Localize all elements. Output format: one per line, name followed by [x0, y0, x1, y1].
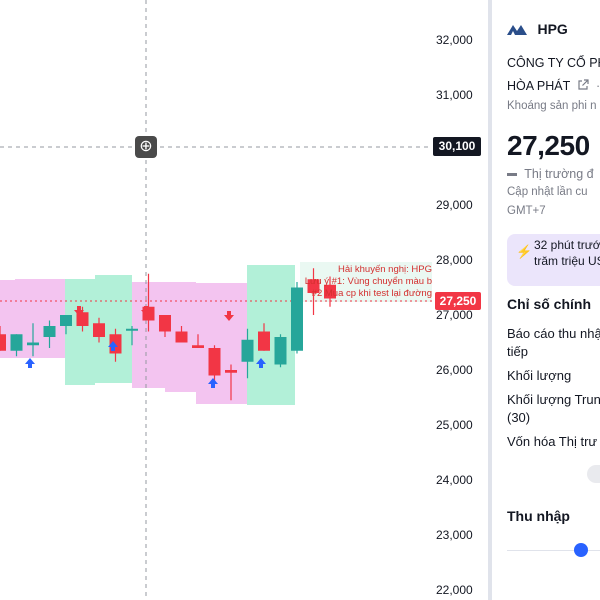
candle-body	[27, 342, 39, 346]
earnings-title: Thu nhập	[507, 508, 570, 524]
more-stats-toggle[interactable]	[587, 465, 600, 483]
price-axis-label: 23,000	[436, 528, 473, 542]
price-axis-label: 24,000	[436, 473, 473, 487]
candle-body	[93, 323, 105, 337]
stat-market-cap: Vốn hóa Thị trư	[507, 434, 598, 449]
candle-body	[126, 328, 138, 331]
market-status-row: Thị trường đ	[507, 167, 594, 181]
candle-body	[225, 370, 237, 373]
candle-body	[258, 331, 270, 351]
earnings-dot[interactable]	[574, 543, 588, 557]
current-price: 27,250	[507, 130, 590, 161]
sell-arrow-icon	[141, 306, 151, 316]
add-plus-button[interactable]: ⊕	[135, 136, 157, 158]
dot-separator-icon: ·	[595, 79, 600, 93]
stat-earnings-report-cont: tiếp	[507, 344, 528, 359]
candle-body	[175, 331, 188, 343]
lightning-icon: ⚡	[516, 244, 533, 259]
market-closed-icon	[507, 173, 517, 177]
crosshair-price-tag: 30,100	[433, 137, 481, 156]
buy-arrow-icon	[208, 378, 218, 388]
signal-zone	[65, 279, 95, 385]
buy-arrow-icon	[25, 358, 35, 368]
candlestick-chart[interactable]	[0, 0, 488, 600]
company-name-line1: CÔNG TY CỔ PH	[507, 56, 600, 70]
symbol-info-panel: HPG CÔNG TY CỔ PH HÒA PHÁT · Khoáng sản …	[492, 0, 600, 600]
symbol-row[interactable]: HPG	[507, 20, 568, 38]
market-status: Thị trường đ	[524, 167, 594, 181]
sell-arrow-icon	[74, 306, 84, 316]
sector-label: Khoáng sản phi n	[507, 100, 597, 112]
price-axis-label: 32,000	[436, 33, 473, 47]
signal-zone	[196, 283, 247, 404]
annotation-line: #2 Mua cp khi test lại đường	[311, 288, 432, 299]
candle-body	[307, 279, 320, 293]
last-price-tag: 27,250	[435, 292, 481, 310]
chart-area[interactable]: 32,000 31,000 29,000 28,000 27,000 26,00…	[0, 0, 488, 600]
buy-arrow-icon	[256, 358, 266, 368]
stat-avg-volume: Khối lượng Trun	[507, 392, 600, 407]
candle-body	[274, 337, 287, 365]
candle-body	[291, 287, 303, 351]
timezone-label: GMT+7	[507, 205, 546, 217]
symbol-name: HPG	[537, 20, 568, 37]
notice-line1: 32 phút trướ	[534, 238, 600, 252]
price-axis-label: 27,000	[436, 308, 473, 322]
external-link-icon[interactable]	[577, 79, 590, 91]
stat-avg-volume-cont: (30)	[507, 410, 531, 425]
news-notice[interactable]	[507, 234, 600, 286]
candle-body	[60, 315, 72, 326]
candle-body	[241, 339, 254, 362]
candle-body	[43, 326, 56, 337]
stat-volume: Khối lượng	[507, 368, 572, 383]
signal-zone	[15, 279, 65, 358]
stat-earnings-report: Báo cáo thu nhậ	[507, 326, 600, 341]
company-name-row[interactable]: HÒA PHÁT ·	[507, 79, 600, 93]
price-axis-label: 29,000	[436, 198, 473, 212]
company-name-line2: HÒA PHÁT	[507, 79, 570, 93]
candle-body	[0, 334, 6, 351]
candle-body	[192, 345, 204, 348]
sell-arrow-icon	[224, 311, 234, 321]
annotation-line: Lưu ý #1: Vùng chuyển màu b	[304, 276, 432, 287]
key-stats-title: Chỉ số chính	[507, 296, 591, 312]
price-axis-label: 31,000	[436, 88, 473, 102]
price-axis-label: 25,000	[436, 418, 473, 432]
candle-body	[76, 312, 89, 326]
annotation-line: Hải khuyến nghị: HPG	[338, 264, 432, 275]
signal-zone	[247, 265, 295, 405]
last-updated: Cập nhật lần cu	[507, 186, 588, 198]
earnings-timeline	[507, 550, 600, 551]
candle-body	[324, 284, 336, 299]
buy-arrow-icon	[108, 341, 118, 351]
candle-body	[208, 348, 221, 376]
panel-divider[interactable]	[488, 0, 492, 600]
price-axis-label: 26,000	[436, 363, 473, 377]
price-axis-label: 28,000	[436, 253, 473, 267]
candle-body	[159, 315, 171, 332]
annotation-box	[300, 262, 432, 302]
notice-line2: trăm triệu US	[534, 254, 600, 268]
price-axis-label: 22,000	[436, 583, 473, 597]
candle-body	[10, 334, 23, 351]
hpg-logo-icon	[507, 24, 527, 35]
